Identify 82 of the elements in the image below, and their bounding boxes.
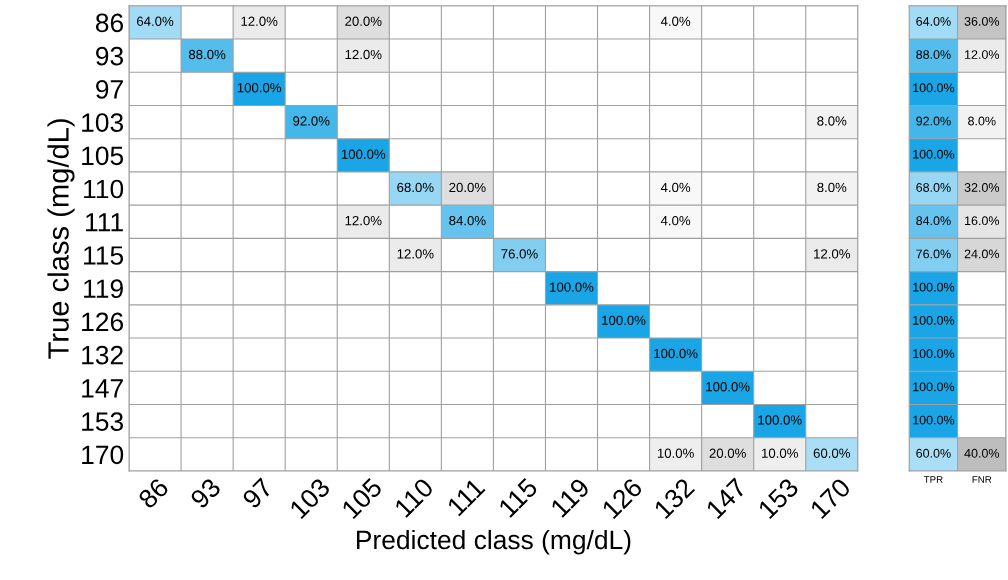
data-label: 8.0%: [968, 116, 996, 126]
data-label: 100.0%: [758, 415, 802, 425]
data-label: 100.0%: [913, 349, 955, 359]
x-tick-label: 115: [497, 477, 539, 518]
data-label: 100.0%: [913, 382, 955, 392]
y-tick-label: 115: [84, 246, 124, 265]
data-label: 12.0%: [241, 16, 278, 26]
y-tick-label: 132: [82, 345, 123, 365]
y-tick-label: 126: [82, 312, 124, 332]
data-label: 4.0%: [660, 215, 691, 226]
x-tick-label: 97: [241, 477, 274, 510]
x-tick-label: 153: [757, 477, 800, 520]
x-tick-label: 119: [549, 477, 591, 518]
data-label: 100.0%: [654, 348, 698, 359]
x-tick-label: 126: [601, 477, 644, 520]
x-tick-label: 105: [340, 477, 384, 520]
x-tick-label: 132: [653, 477, 696, 520]
y-tick-label: 105: [82, 146, 124, 166]
x-tick-label: 93: [189, 477, 222, 510]
data-label: 100.0%: [913, 415, 955, 425]
data-label: 12.0%: [345, 49, 382, 60]
data-label: 88.0%: [916, 50, 951, 59]
y-tick-label: 170: [82, 445, 124, 465]
data-label: 76.0%: [916, 249, 951, 259]
data-label: 64.0%: [137, 16, 174, 26]
y-tick-label: 103: [82, 113, 124, 132]
data-label: 100.0%: [913, 83, 955, 93]
data-label: 10.0%: [657, 448, 694, 458]
data-label: 64.0%: [916, 16, 951, 26]
x-tick-label: 170: [809, 477, 852, 520]
data-label: 16.0%: [965, 216, 1000, 226]
data-label: 100.0%: [602, 315, 646, 325]
data-label: 92.0%: [916, 116, 951, 126]
x-tick-label: 111: [446, 477, 486, 517]
y-tick-label: 147: [82, 379, 123, 398]
y-tick-label: 110: [84, 179, 124, 199]
x-axis-title: Predicted class (mg/dL): [357, 529, 631, 555]
data-label: 4.0%: [660, 16, 691, 26]
y-axis-title: True class (mg/dL): [47, 119, 75, 359]
y-tick-label: 119: [84, 279, 123, 299]
data-label: 12.0%: [397, 249, 434, 259]
data-label: 100.0%: [913, 149, 955, 159]
data-label: 100.0%: [913, 282, 955, 292]
data-label: 84.0%: [916, 216, 951, 226]
data-label: 12.0%: [814, 249, 851, 259]
x-tick-label: 147: [705, 477, 748, 520]
data-label: 8.0%: [817, 116, 847, 126]
data-label: 68.0%: [916, 183, 951, 192]
data-label: 100.0%: [550, 282, 594, 292]
x-tick-label: FNR: [972, 476, 992, 483]
data-label: 36.0%: [964, 16, 1000, 26]
data-label: 84.0%: [449, 215, 486, 226]
data-label: 100.0%: [341, 149, 386, 159]
data-label: 100.0%: [706, 382, 750, 392]
y-tick-label: 111: [86, 213, 123, 232]
data-label: 68.0%: [397, 182, 434, 193]
y-tick-label: 93: [96, 46, 124, 66]
data-label: 100.0%: [237, 83, 282, 93]
x-tick-label: 103: [288, 477, 331, 520]
data-label: 20.0%: [345, 16, 382, 26]
data-label: 20.0%: [709, 448, 746, 458]
data-label: 12.0%: [345, 215, 382, 226]
data-label: 10.0%: [762, 448, 798, 458]
y-tick-label: 97: [96, 80, 123, 99]
data-label: 100.0%: [913, 315, 955, 325]
data-label: 32.0%: [964, 183, 1000, 192]
data-label: 24.0%: [964, 249, 1000, 259]
y-tick-label: 153: [82, 412, 124, 431]
data-label: 20.0%: [449, 182, 486, 193]
data-label: 88.0%: [188, 49, 226, 60]
y-tick-label: 86: [95, 13, 124, 33]
x-tick-label: 86: [137, 477, 170, 510]
data-label: 60.0%: [813, 448, 851, 458]
data-label: 8.0%: [817, 182, 847, 193]
x-tick-label: 110: [393, 477, 435, 518]
data-label: 12.0%: [965, 50, 1000, 59]
data-label: 4.0%: [660, 182, 691, 193]
data-label: 76.0%: [501, 249, 538, 259]
data-label: 60.0%: [916, 448, 951, 458]
x-tick-label: TPR: [923, 476, 943, 483]
data-label: 40.0%: [964, 448, 1000, 458]
data-label: 92.0%: [293, 116, 330, 126]
